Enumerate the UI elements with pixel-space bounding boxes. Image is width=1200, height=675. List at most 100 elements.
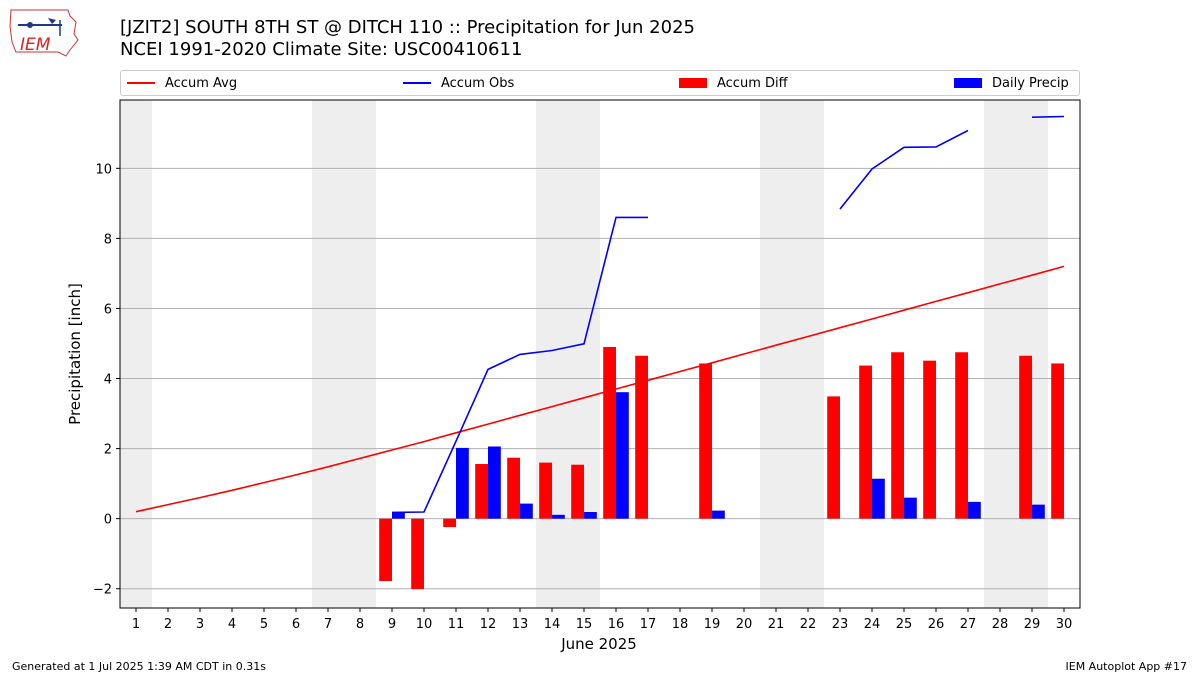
accum-diff-bar — [539, 462, 552, 519]
weekend-band — [1016, 100, 1048, 608]
accum-diff-bar — [507, 457, 520, 519]
daily-precip-bar — [456, 447, 469, 519]
legend-item-accum-obs: Accum Obs — [403, 71, 514, 95]
bars — [379, 346, 1064, 590]
legend-label-daily-precip: Daily Precip — [992, 75, 1069, 91]
weekend-band — [344, 100, 376, 608]
y-tick-label: 2 — [104, 443, 112, 458]
legend-item-accum-diff: Accum Diff — [679, 71, 788, 95]
accum-diff-bar — [411, 518, 424, 590]
accum-diff-bar — [827, 396, 840, 519]
x-tick-label: 22 — [800, 617, 817, 632]
x-tick-label: 9 — [388, 617, 396, 632]
x-tick-label: 28 — [992, 617, 1009, 632]
x-tick-label: 15 — [576, 617, 593, 632]
accum-diff-bar — [603, 346, 616, 519]
y-tick-label: 4 — [104, 373, 112, 388]
legend-swatch-accum-avg — [127, 82, 155, 84]
accum-diff-bar — [891, 352, 904, 519]
x-tick-label: 24 — [864, 617, 881, 632]
legend-item-daily-precip: Daily Precip — [954, 71, 1069, 95]
x-tick-label: 3 — [196, 617, 204, 632]
accum-diff-bar — [443, 518, 456, 528]
daily-precip-bar — [1032, 504, 1045, 519]
accum-diff-bar — [571, 464, 584, 519]
logo-text: IEM — [20, 35, 51, 55]
accum-diff-bar — [379, 518, 392, 582]
daily-precip-bar — [616, 392, 629, 519]
y-axis: −2 0 2 4 6 8 10 — [93, 162, 120, 598]
chart-legend: Accum Avg Accum Obs Accum Diff Daily Pre… — [120, 70, 1080, 96]
weekend-band — [792, 100, 824, 608]
y-tick-label: 8 — [104, 232, 112, 247]
x-axis-label: June 2025 — [560, 635, 637, 653]
x-tick-label: 4 — [228, 617, 236, 632]
accum-diff-bar — [1051, 363, 1064, 519]
weekend-band — [568, 100, 600, 608]
x-tick-label: 12 — [480, 617, 497, 632]
daily-precip-bar — [968, 501, 981, 519]
x-tick-label: 18 — [672, 617, 689, 632]
daily-precip-bar — [392, 512, 405, 519]
x-tick-label: 19 — [704, 617, 721, 632]
daily-precip-bar — [488, 446, 501, 519]
y-tick-label: 6 — [104, 302, 112, 317]
accum-diff-bar — [635, 355, 648, 519]
legend-swatch-daily-precip — [954, 78, 982, 88]
plot-frame — [119, 99, 1081, 609]
weekend-band — [536, 100, 568, 608]
accum-obs-line — [391, 216, 648, 514]
x-tick-label: 25 — [896, 617, 913, 632]
legend-label-accum-diff: Accum Diff — [717, 75, 788, 91]
x-tick-label: 23 — [832, 617, 849, 632]
x-tick-label: 16 — [608, 617, 625, 632]
app-label: IEM Autoplot App #17 — [1065, 660, 1188, 673]
x-tick-label: 1 — [132, 617, 140, 632]
accum-obs-line — [1031, 115, 1065, 118]
x-axis: 1 2 3 4 5 6 7 8 9 10 11 12 13 14 15 16 17 18 19 20 21 22 23 24 2… — [132, 608, 1072, 632]
generated-timestamp: Generated at 1 Jul 2025 1:39 AM CDT in 0… — [12, 660, 266, 673]
x-tick-label: 29 — [1024, 617, 1041, 632]
x-tick-label: 21 — [768, 617, 785, 632]
x-tick-label: 14 — [544, 617, 561, 632]
legend-swatch-accum-obs — [403, 82, 431, 84]
x-tick-label: 5 — [260, 617, 268, 632]
x-tick-label: 20 — [736, 617, 753, 632]
x-tick-label: 2 — [164, 617, 172, 632]
y-gridlines — [120, 167, 1080, 590]
accum-diff-bar — [923, 360, 936, 519]
accum-diff-bar — [859, 365, 872, 519]
legend-item-accum-avg: Accum Avg — [127, 71, 237, 95]
daily-precip-bar — [904, 497, 917, 519]
x-tick-label: 27 — [960, 617, 977, 632]
legend-swatch-accum-diff — [679, 78, 707, 88]
weekend-band — [120, 100, 152, 608]
chart-title: [JZIT2] SOUTH 8TH ST @ DITCH 110 :: Prec… — [120, 17, 695, 38]
y-axis-label: Precipitation [inch] — [66, 283, 84, 425]
accum-diff-bar — [475, 464, 488, 519]
x-tick-label: 17 — [640, 617, 657, 632]
weekend-band — [984, 100, 1016, 608]
daily-precip-bar — [520, 503, 533, 519]
y-tick-label: 10 — [95, 162, 112, 177]
y-tick-label: 0 — [104, 513, 112, 528]
x-tick-label: 8 — [356, 617, 364, 632]
legend-label-accum-avg: Accum Avg — [165, 75, 238, 91]
x-tick-label: 11 — [448, 617, 465, 632]
lines — [135, 115, 1065, 514]
x-tick-label: 7 — [324, 617, 332, 632]
weekend-band — [312, 100, 344, 608]
accum-obs-line — [839, 129, 969, 210]
iem-logo: IEM — [8, 6, 80, 58]
accum-avg-line — [135, 265, 1065, 513]
daily-precip-bar — [552, 514, 565, 519]
accum-diff-bar — [699, 363, 712, 519]
y-tick-label: −2 — [93, 583, 112, 598]
accum-diff-bar — [1019, 355, 1032, 519]
x-tick-label: 10 — [416, 617, 433, 632]
legend-label-accum-obs: Accum Obs — [441, 75, 515, 91]
x-tick-label: 26 — [928, 617, 945, 632]
weekend-band — [760, 100, 792, 608]
weekend-bands — [120, 100, 1048, 608]
